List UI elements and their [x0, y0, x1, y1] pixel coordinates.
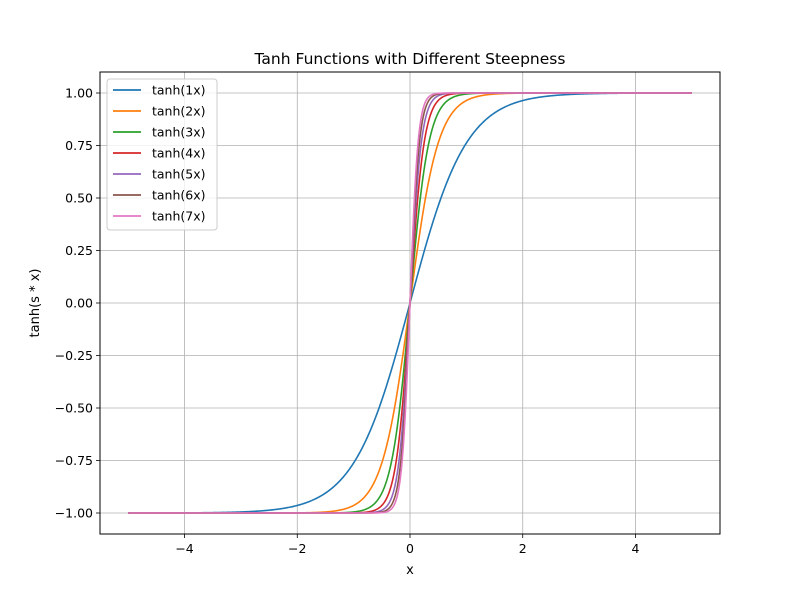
- legend-label: tanh(3x): [152, 125, 206, 140]
- y-tick-label: 0.25: [65, 243, 93, 258]
- x-tick-label: 0: [406, 541, 414, 556]
- y-axis-ticks: −1.00 −0.75 −0.50 −0.25 0.00 0.25 0.50 0.75 1.00: [55, 86, 100, 521]
- y-tick-label: −0.75: [55, 453, 93, 468]
- legend-label: tanh(7x): [152, 209, 206, 224]
- x-tick-label: 4: [631, 541, 639, 556]
- y-tick-label: 1.00: [65, 86, 93, 101]
- y-tick-label: 0.50: [65, 191, 93, 206]
- x-axis-label: x: [406, 563, 414, 578]
- y-axis-label: tanh(s * x): [28, 269, 43, 338]
- x-tick-label: 2: [519, 541, 527, 556]
- legend-label: tanh(6x): [152, 188, 206, 203]
- y-tick-label: 0.75: [65, 138, 93, 153]
- legend: tanh(1x) tanh(2x) tanh(3x) tanh(4x) tanh(5x)…: [106, 78, 218, 231]
- legend-label: tanh(4x): [152, 146, 206, 161]
- legend-box: [106, 78, 218, 231]
- x-axis-ticks: −4 −2 0 2 4: [175, 534, 639, 556]
- series-lines: [127, 92, 693, 514]
- y-tick-label: 0.00: [65, 296, 93, 311]
- y-tick-label: −1.00: [55, 506, 93, 521]
- legend-label: tanh(5x): [152, 167, 206, 182]
- y-tick-label: −0.50: [55, 401, 93, 416]
- chart-title: Tanh Functions with Different Steepness: [254, 50, 566, 68]
- legend-label: tanh(2x): [152, 104, 206, 119]
- x-tick-label: −4: [175, 541, 193, 556]
- x-tick-label: −2: [288, 541, 306, 556]
- legend-label: tanh(1x): [152, 83, 206, 98]
- series-line-tanh-7x: [127, 92, 693, 514]
- y-tick-label: −0.25: [55, 348, 93, 363]
